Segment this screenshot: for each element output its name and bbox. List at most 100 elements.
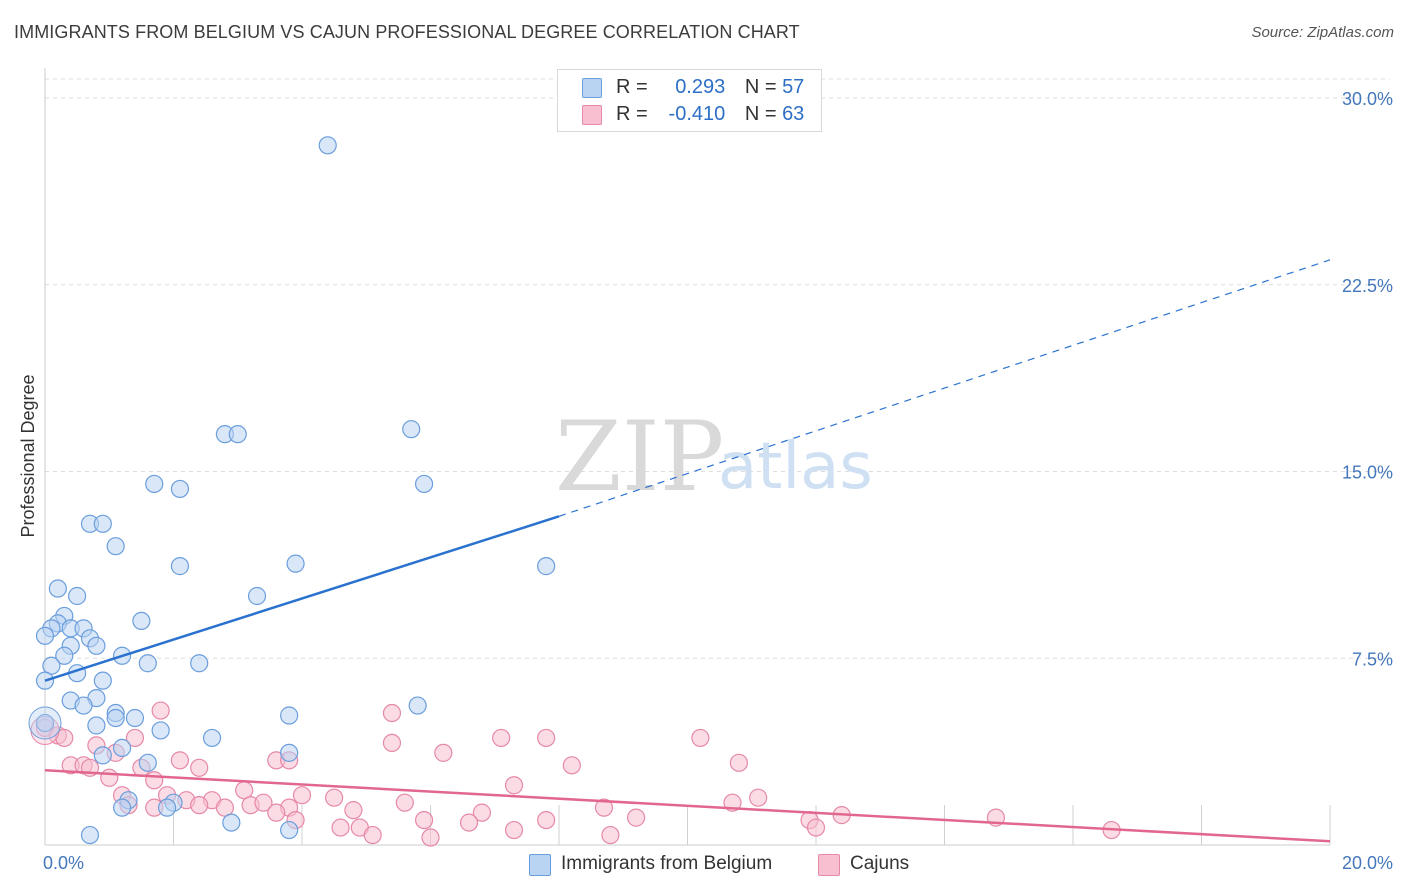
cajuns-point	[382, 733, 402, 753]
cajuns-point	[254, 793, 273, 812]
x-tick-label: 20.0%	[1342, 853, 1393, 873]
belgium-point	[402, 420, 421, 439]
belgium-point	[93, 514, 112, 533]
belgium-point	[138, 654, 157, 673]
cajuns-point	[100, 768, 119, 787]
legend-r-value: -0.410	[668, 103, 726, 125]
series-legend: Immigrants from Belgium Cajuns	[0, 852, 1406, 878]
belgium-trend-extension	[558, 259, 1331, 517]
belgium-point	[170, 557, 190, 576]
trend-lines	[44, 259, 1331, 843]
belgium-point	[132, 611, 151, 631]
belgium-point	[112, 798, 132, 817]
belgium-point	[170, 479, 190, 499]
y-tick-label: 15.0%	[1342, 463, 1393, 483]
belgium-point	[286, 554, 305, 573]
belgium-point	[280, 820, 299, 840]
belgium-legend-label: Immigrants from Belgium	[561, 853, 773, 874]
stats-legend: R = 0.293 N = 57 R = -0.410 N = 63	[557, 69, 822, 132]
cajuns-point	[125, 728, 145, 748]
cajuns-point	[170, 751, 190, 770]
cajuns-point	[395, 793, 414, 812]
cajuns-point	[806, 818, 826, 837]
cajuns-trend-line	[44, 769, 1331, 843]
cajuns-point	[492, 728, 511, 748]
belgium-point	[228, 425, 247, 444]
legend-r-value: 0.293	[675, 76, 726, 98]
belgium-point	[35, 626, 55, 645]
belgium-point	[280, 706, 299, 725]
source-credit: Source: ZipAtlas.com	[1251, 24, 1394, 41]
belgium-point	[80, 825, 100, 845]
belgium-point	[145, 474, 164, 494]
cajuns-point	[190, 758, 209, 777]
chart-title: IMMIGRANTS FROM BELGIUM VS CAJUN PROFESS…	[14, 22, 800, 42]
cajuns-point	[729, 753, 749, 772]
belgium-point	[318, 136, 337, 155]
belgium-point	[157, 798, 177, 817]
axes	[44, 68, 1331, 846]
cajuns-point	[382, 703, 402, 723]
belgium-point	[48, 579, 67, 598]
belgium-point	[87, 716, 106, 735]
belgium-point	[202, 728, 222, 748]
belgium-points	[28, 136, 556, 845]
belgium-point	[55, 646, 74, 665]
cajuns-point	[537, 728, 556, 748]
belgium-point	[138, 753, 157, 772]
belgium-swatch	[582, 78, 602, 98]
cajuns-point	[414, 810, 434, 830]
legend-r-label: R =	[616, 76, 648, 98]
cajuns-point	[325, 788, 344, 807]
cajuns-point	[594, 798, 614, 817]
belgium-point	[106, 537, 125, 556]
belgium-point	[408, 696, 427, 715]
legend-n-value: 63	[782, 103, 805, 125]
belgium-point	[74, 696, 93, 715]
cajuns-point	[151, 701, 170, 720]
watermark-atlas: atlas	[718, 430, 873, 504]
belgium-legend-swatch	[529, 854, 551, 876]
cajuns-point	[344, 801, 363, 820]
legend-n-label: N =	[744, 76, 777, 98]
belgium-point	[93, 746, 112, 765]
cajuns-point	[601, 825, 620, 845]
belgium-point	[247, 586, 267, 606]
belgium-point	[125, 708, 145, 728]
cajuns-point	[749, 788, 768, 807]
y-axis-label: Professional Degree	[18, 374, 38, 537]
cajuns-point	[504, 776, 524, 795]
cajuns-point	[459, 813, 479, 832]
cajuns-point	[331, 818, 350, 837]
tick-labels: 7.5% 15.0% 22.5% 30.0% 0.0% 20.0%	[43, 89, 1393, 873]
cajuns-point	[267, 803, 286, 822]
belgium-point	[414, 474, 434, 494]
belgium-point	[35, 713, 55, 733]
belgium-point	[87, 636, 106, 655]
cajuns-point	[55, 728, 74, 748]
cajuns-point	[562, 756, 581, 775]
cajuns-point	[691, 728, 710, 748]
cajuns-point	[421, 828, 440, 847]
cajuns-point	[145, 771, 164, 790]
y-tick-label: 7.5%	[1352, 649, 1393, 669]
gridlines	[45, 78, 1390, 659]
belgium-trend-line	[44, 515, 560, 682]
belgium-point	[68, 586, 87, 606]
belgium-point	[28, 706, 62, 740]
watermark-zip: ZIP	[555, 401, 724, 513]
belgium-point	[151, 721, 170, 740]
legend-n-label: N =	[744, 103, 777, 125]
cajuns-point	[537, 810, 556, 830]
belgium-point	[93, 671, 112, 690]
cajuns-point	[190, 796, 209, 815]
belgium-point	[222, 813, 241, 832]
cajuns-legend-label: Cajuns	[850, 853, 910, 874]
belgium-point	[112, 738, 132, 757]
cajuns-point	[363, 825, 382, 845]
belgium-point	[106, 708, 125, 728]
cajuns-point	[504, 820, 524, 840]
belgium-point	[537, 557, 556, 576]
belgium-point	[190, 654, 209, 673]
y-tick-label: 30.0%	[1342, 89, 1393, 109]
